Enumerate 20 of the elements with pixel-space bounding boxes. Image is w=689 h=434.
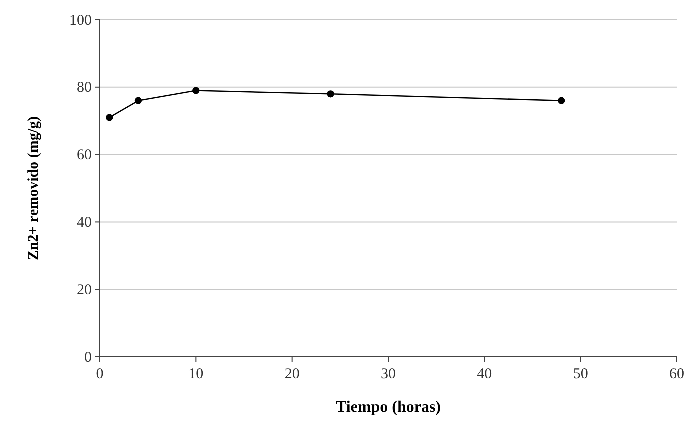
y-tick-label: 80	[77, 80, 92, 96]
x-axis-title: Tiempo (horas)	[336, 399, 442, 416]
point	[106, 114, 114, 122]
point	[192, 87, 200, 94]
x-tick-label: 20	[284, 366, 300, 382]
point	[558, 97, 566, 104]
y-tick-label: 0	[84, 350, 92, 366]
x-tick-label: 10	[188, 366, 204, 382]
x-tick-label: 30	[381, 366, 396, 382]
x-tick-label: 40	[477, 366, 492, 382]
x-tick-label: 0	[96, 366, 104, 382]
point	[134, 97, 142, 104]
y-tick-label: 40	[77, 215, 92, 231]
x-tick-label: 60	[670, 366, 684, 382]
x-tick-label: 50	[573, 366, 588, 382]
y-tick-label: 100	[70, 12, 92, 29]
y-tick-label: 60	[77, 148, 92, 164]
y-tick-label: 20	[77, 282, 92, 298]
point	[327, 90, 334, 98]
y-axis-title: Zn2+ removido (mg/g)	[26, 116, 42, 261]
